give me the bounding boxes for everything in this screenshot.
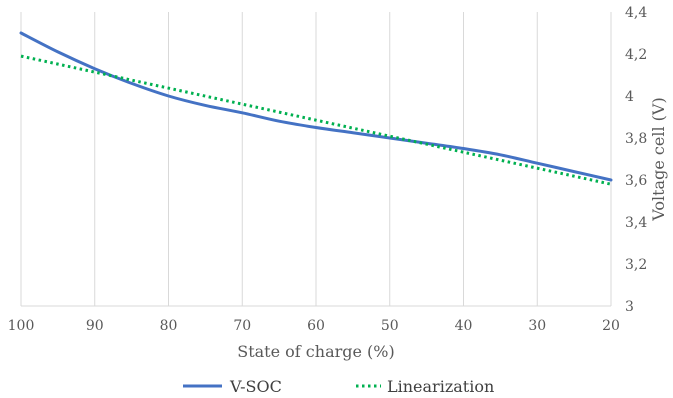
- grid: [20, 12, 612, 306]
- series-layer: [19, 31, 613, 186]
- x-tick-label: 60: [307, 318, 325, 334]
- y-tick-label: 4,4: [625, 5, 647, 21]
- y-tick-label: 3,6: [625, 173, 647, 189]
- x-tick-label: 70: [233, 318, 251, 334]
- legend: V-SOC Linearization: [183, 377, 494, 396]
- x-tick-label: 40: [455, 318, 473, 334]
- x-tick-label: 50: [381, 318, 399, 334]
- y-tick-label: 4,2: [625, 47, 647, 63]
- series-line-v-soc: [19, 31, 613, 182]
- x-axis-title: State of charge (%): [237, 342, 395, 361]
- y-tick-label: 3,8: [625, 131, 647, 147]
- legend-label-linearization: Linearization: [387, 377, 494, 396]
- series-line-linearization: [20, 54, 612, 186]
- x-tick-labels: 100 90 80 70 60 50 40 30 20: [8, 318, 620, 334]
- x-tick-label: 100: [8, 318, 35, 334]
- y-tick-label: 3,2: [625, 257, 647, 273]
- y-axis-title: Voltage cell (V): [649, 97, 668, 221]
- x-tick-label: 80: [160, 318, 178, 334]
- x-tick-label: 20: [602, 318, 620, 334]
- legend-label-v-soc: V-SOC: [229, 377, 282, 396]
- y-tick-label: 3: [625, 299, 634, 315]
- x-tick-label: 30: [528, 318, 546, 334]
- x-tick-label: 90: [86, 318, 104, 334]
- y-tick-label: 4: [625, 89, 634, 105]
- y-tick-labels: 3 3,2 3,4 3,6 3,8 4 4,2 4,4: [625, 5, 647, 315]
- y-tick-label: 3,4: [625, 215, 647, 231]
